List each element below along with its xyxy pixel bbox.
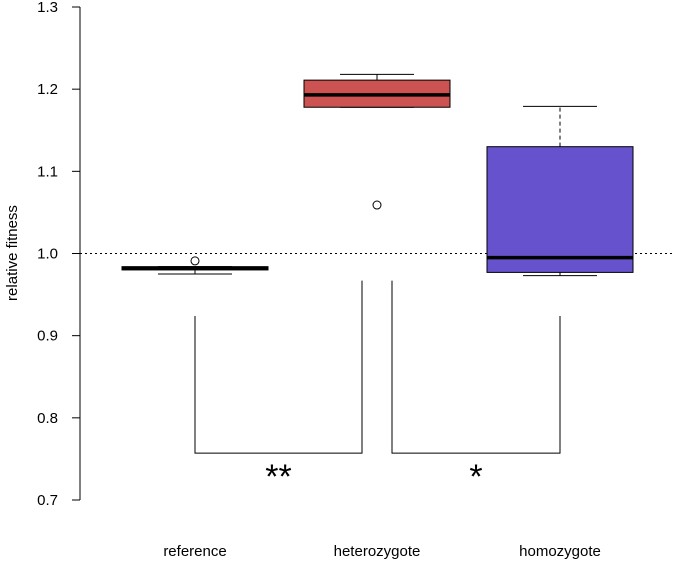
category-label-reference: reference xyxy=(163,543,226,560)
y-tick-label-0: 0.7 xyxy=(37,492,58,509)
box-reference xyxy=(121,256,269,275)
significance-label-1: * xyxy=(469,458,482,496)
y-tick-label-4: 1.1 xyxy=(37,163,58,180)
box-homozygote xyxy=(486,105,634,277)
category-label-heterozygote: heterozygote xyxy=(334,543,421,560)
outlier-reference-0 xyxy=(190,256,200,266)
bracket-line-1 xyxy=(391,280,561,454)
y-tick-label-5: 1.2 xyxy=(37,81,58,98)
box-rect-homozygote xyxy=(486,146,634,273)
significance-bracket-0: ** xyxy=(194,280,363,496)
y-tick-label-6: 1.3 xyxy=(37,0,58,16)
y-tick-label-1: 0.8 xyxy=(37,410,58,427)
box-heterozygote xyxy=(303,73,451,210)
bracket-line-0 xyxy=(194,280,363,454)
outlier-heterozygote-0 xyxy=(372,200,382,210)
y-tick-label-2: 0.9 xyxy=(37,328,58,345)
significance-group: ** * xyxy=(194,280,561,496)
y-axis-title: relative fitness xyxy=(4,205,21,301)
y-tick-label-3: 1.0 xyxy=(37,246,58,263)
category-labels: reference heterozygote homozygote xyxy=(163,543,601,560)
box-group xyxy=(121,73,634,277)
significance-bracket-1: * xyxy=(391,280,561,496)
y-axis: 0.7 0.8 0.9 1.0 1.1 1.2 1.3 xyxy=(37,0,81,509)
significance-label-0: ** xyxy=(265,458,291,496)
category-label-homozygote: homozygote xyxy=(519,543,601,560)
